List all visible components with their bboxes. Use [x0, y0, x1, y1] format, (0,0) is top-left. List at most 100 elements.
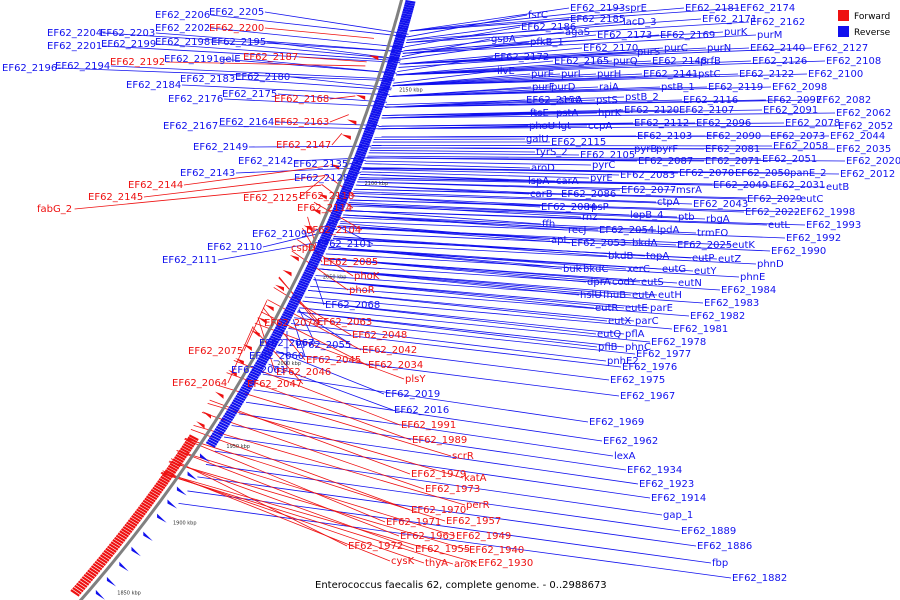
- reverse-gene-label: EF62_2193: [570, 3, 625, 14]
- reverse-gene-label: EF62_2108: [826, 56, 881, 67]
- feature-mark: [325, 222, 337, 229]
- forward-gene-label: EF62_2145: [88, 192, 143, 203]
- forward-gene-label: EF62_2144: [128, 180, 183, 191]
- feature-mark: [402, 10, 413, 15]
- reverse-gene-label: ftsE: [530, 108, 549, 119]
- forward-gene-label: EF62_2168: [274, 94, 329, 105]
- reverse-gene-label: EF62_2198: [155, 37, 210, 48]
- kbp-tick-label: 1850 kbp: [117, 590, 141, 596]
- reverse-connector: [345, 210, 806, 226]
- feature-mark: [107, 545, 117, 553]
- feature-mark: [79, 578, 90, 586]
- forward-gene-label: EF62_1979: [411, 469, 466, 480]
- reverse-connector: [338, 226, 374, 245]
- feature-mark: [132, 512, 143, 520]
- reverse-gene-label: EF62_2067: [259, 338, 314, 349]
- feature-mark: [262, 348, 273, 355]
- feature-mark: [129, 517, 140, 525]
- feature-mark: [295, 286, 306, 293]
- feature-mark: [126, 521, 136, 529]
- reverse-gene-label: EF62_2111: [162, 255, 217, 266]
- feature-mark: [314, 247, 326, 253]
- feature-mark: [334, 202, 345, 209]
- reverse-gene-label: eutA: [632, 290, 655, 301]
- reverse-gene-label: EF62_2172: [494, 52, 549, 63]
- reverse-connector: [397, 56, 494, 72]
- reverse-connector: [308, 289, 608, 322]
- feature-mark: [312, 251, 324, 257]
- reverse-connector: [352, 193, 693, 205]
- reverse-gene-label: ptb: [678, 212, 695, 223]
- reverse-gene-label: EF62_2142: [238, 156, 293, 167]
- reverse-gene-label: EF62_2077: [621, 185, 676, 196]
- feature-mark: [172, 458, 183, 466]
- forward-connector: [161, 472, 425, 564]
- reverse-connector: [332, 238, 718, 260]
- feature-mark: [372, 105, 383, 111]
- feature-mark: [266, 341, 277, 348]
- reverse-gene-label: prfB: [700, 56, 721, 67]
- reverse-gene-label: eutR: [595, 303, 618, 314]
- feature-mark: [215, 425, 226, 433]
- feature-mark: [382, 74, 394, 80]
- feature-mark: [218, 421, 229, 428]
- forward-gene-label: EF62_2045: [306, 355, 361, 366]
- reverse-gene-label: EF62_2170: [583, 43, 638, 54]
- feature-mark: [362, 132, 374, 138]
- reverse-feature: [157, 513, 167, 523]
- feature-mark: [119, 530, 129, 538]
- reverse-gene-label: EF62_1977: [636, 349, 691, 360]
- feature-mark: [99, 554, 110, 562]
- forward-gene-label: phoR: [349, 285, 375, 296]
- reverse-connector: [343, 214, 599, 231]
- reverse-gene-label: EF62_1886: [697, 541, 752, 552]
- feature-mark: [124, 523, 135, 531]
- forward-feature: [202, 411, 212, 419]
- reverse-gene-label: sprE: [625, 3, 647, 14]
- feature-mark: [392, 44, 403, 49]
- feature-mark: [357, 145, 369, 151]
- feature-mark: [103, 549, 114, 558]
- reverse-connector: [377, 125, 838, 130]
- forward-gene-label: EF62_2200: [209, 23, 264, 34]
- forward-connector: [329, 114, 349, 123]
- reverse-gene-label: purL: [561, 69, 584, 80]
- reverse-gene-label: fsrC: [528, 10, 548, 21]
- reverse-connector: [360, 173, 556, 182]
- feature-mark: [349, 167, 360, 173]
- feature-mark: [322, 231, 333, 237]
- forward-feature: [346, 119, 357, 125]
- reverse-gene-label: EF62_1962: [603, 436, 658, 447]
- feature-mark: [261, 350, 272, 357]
- forward-gene-label: katA: [464, 473, 487, 484]
- reverse-connector: [385, 99, 816, 108]
- reverse-connector: [210, 27, 405, 48]
- reverse-connector: [402, 34, 597, 54]
- reverse-gene-label: EF62_2175: [222, 89, 277, 100]
- feature-mark: [352, 158, 364, 164]
- forward-gene-label: EF62_2187: [243, 52, 298, 63]
- feature-mark: [164, 469, 175, 477]
- reverse-gene-label: gspA: [491, 34, 516, 45]
- feature-mark: [161, 473, 172, 481]
- reverse-gene-label: EF62_2100: [808, 69, 863, 80]
- reverse-gene-label: EF62_1981: [673, 324, 728, 335]
- reverse-gene-label: EF62_2078: [785, 118, 840, 129]
- feature-mark: [90, 565, 101, 573]
- reverse-gene-label: EF62_1990: [771, 246, 826, 257]
- reverse-gene-label: purE: [531, 69, 554, 80]
- feature-mark: [404, 2, 415, 7]
- reverse-connector: [399, 47, 583, 65]
- feature-mark: [163, 471, 174, 479]
- feature-mark: [210, 434, 221, 442]
- reverse-gene-label: EF62_2205: [209, 7, 264, 18]
- reverse-gene-label: lpdA: [657, 225, 679, 236]
- forward-feature: [243, 344, 252, 352]
- feature-mark: [220, 419, 231, 426]
- reverse-gene-label: bkdA: [632, 238, 657, 249]
- reverse-gene-label: EF62_2128: [294, 173, 349, 184]
- feature-mark: [279, 317, 290, 324]
- reverse-gene-label: EF62_2052: [838, 121, 893, 132]
- reverse-gene-label: rbgA: [706, 214, 730, 225]
- forward-connector: [264, 27, 375, 39]
